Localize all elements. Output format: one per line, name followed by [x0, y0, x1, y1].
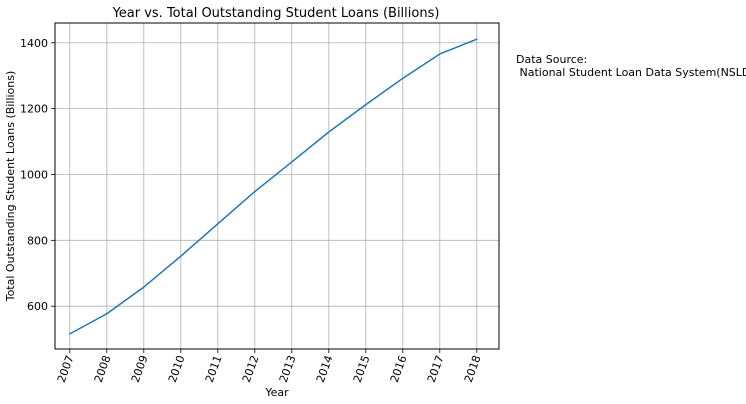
series-group: [69, 38, 478, 335]
x-tick-label: 2007: [55, 354, 77, 385]
x-tick-label: 2018: [462, 354, 484, 385]
y-tick-label: 1400: [20, 37, 48, 50]
chart-title: Year vs. Total Outstanding Student Loans…: [112, 6, 440, 21]
y-tick-label: 600: [27, 300, 48, 313]
series-line: [69, 38, 478, 335]
y-axis-label: Total Outstanding Student Loans (Billion…: [4, 71, 17, 303]
x-tick-label: 2009: [129, 354, 151, 385]
x-tick-label: 2008: [92, 354, 114, 385]
y-tick-label: 1000: [20, 168, 48, 181]
x-tick-label: 2014: [314, 354, 336, 385]
data-source-name: National Student Loan Data System(NSLDS): [516, 66, 746, 79]
x-axis-label: Year: [264, 386, 289, 399]
y-tick-label: 800: [27, 234, 48, 247]
data-source-note: Data Source: National Student Loan Data …: [516, 53, 746, 79]
x-tick-label: 2015: [351, 354, 373, 385]
x-tick-label: 2013: [277, 354, 299, 385]
grid: [55, 23, 499, 349]
x-tick-label: 2010: [166, 354, 188, 385]
y-tick-label: 1200: [20, 103, 48, 116]
data-source-heading: Data Source:: [516, 53, 588, 66]
x-tick-label: 2016: [388, 354, 410, 385]
x-tick-label: 2017: [425, 354, 447, 385]
x-tick-label: 2012: [240, 354, 262, 385]
axis-ticks: 2007 2008 2009 2010 2011 2012 2013 2014 2015 2016…: [20, 37, 484, 385]
plot-area-frame: [54, 22, 500, 350]
x-tick-label: 2011: [203, 354, 225, 385]
